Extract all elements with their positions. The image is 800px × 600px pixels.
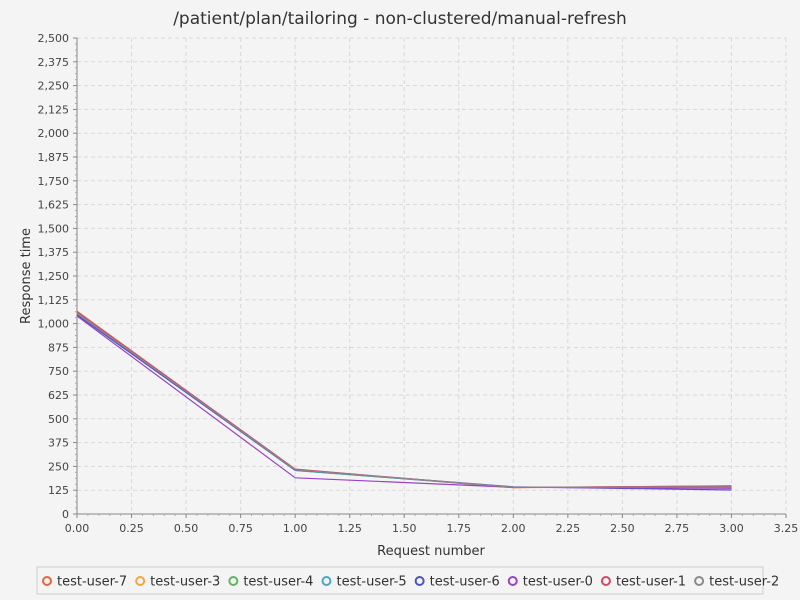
x-tick-label: 1.00 [283,522,308,535]
series-lines [76,310,732,491]
x-axis-label: Request number [377,544,485,559]
legend-label: test-user-4 [243,575,313,590]
x-tick-label: 1.25 [337,522,362,535]
ticks: 0 125 250 375 500 625 750 875 1,000 1,125 1,250 1,3… [38,32,799,535]
legend-marker-icon [694,576,705,586]
legend [36,566,764,595]
legend-item-test-user-4: test-user-4 [228,575,313,590]
legend-marker-icon [600,576,611,586]
x-tick-label: 0.25 [119,522,144,535]
x-tick-label: 2.75 [665,522,690,535]
x-tick-label: 0.75 [228,522,253,535]
y-tick-label: 375 [48,437,69,450]
legend-label: test-user-2 [709,575,779,590]
y-tick-label: 2,125 [38,103,70,116]
legend-items: test-user-7 test-user-3 test-user-4 test-us… [42,575,779,590]
legend-marker-icon [321,576,332,586]
y-tick-label: 2,500 [38,32,70,45]
legend-label: test-user-6 [430,575,500,590]
y-tick-label: 2,375 [38,56,70,69]
legend-label: test-user-1 [616,575,686,590]
y-tick-label: 1,750 [38,175,70,188]
series-line-test-user-0 [76,315,732,489]
y-tick-label: 2,000 [38,127,70,140]
legend-item-test-user-1: test-user-1 [600,575,686,590]
x-tick-label: 1.50 [392,522,417,535]
legend-marker-icon [42,576,52,586]
x-tick-label: 0.50 [174,522,199,535]
x-tick-label: 2.00 [501,522,526,535]
y-tick-label: 1,000 [38,318,70,331]
y-tick-label: 0 [62,508,69,521]
y-tick-label: 1,875 [38,151,70,164]
y-tick-label: 1,625 [38,199,70,212]
x-tick-label: 3.00 [719,522,744,535]
legend-label: test-user-7 [57,575,127,590]
y-tick-label: 250 [48,460,69,473]
y-tick-label: 2,250 [38,80,70,93]
legend-item-test-user-7: test-user-7 [42,575,127,590]
series-line-test-user-2 [76,312,732,488]
x-tick-label: 3.25 [774,522,799,535]
legend-label: test-user-5 [336,575,406,590]
x-tick-label: 1.75 [447,522,472,535]
y-axis-label: Response time [19,228,34,324]
legend-item-test-user-2: test-user-2 [694,575,779,590]
legend-item-test-user-0: test-user-0 [507,575,593,590]
y-tick-label: 875 [48,341,69,354]
legend-item-test-user-3: test-user-3 [135,575,220,590]
y-tick-label: 1,125 [38,294,70,307]
legend-label: test-user-0 [523,575,593,590]
y-tick-label: 500 [48,413,69,426]
y-tick-label: 1,375 [38,246,70,259]
legend-item-test-user-6: test-user-6 [414,575,500,590]
legend-marker-icon [414,576,425,586]
x-tick-label: 0.00 [65,522,90,535]
y-tick-label: 1,500 [38,222,70,235]
y-tick-label: 625 [48,389,69,402]
legend-marker-icon [228,576,239,586]
x-tick-label: 2.50 [610,522,635,535]
y-tick-label: 125 [48,484,69,497]
x-tick-label: 2.25 [556,522,581,535]
y-tick-label: 1,250 [38,270,70,283]
legend-marker-icon [135,576,146,586]
chart-title: /patient/plan/tailoring - non-clustered/… [173,9,627,29]
y-tick-label: 750 [48,365,69,378]
legend-item-test-user-5: test-user-5 [321,575,407,590]
legend-marker-icon [507,576,518,586]
legend-label: test-user-3 [150,575,220,590]
